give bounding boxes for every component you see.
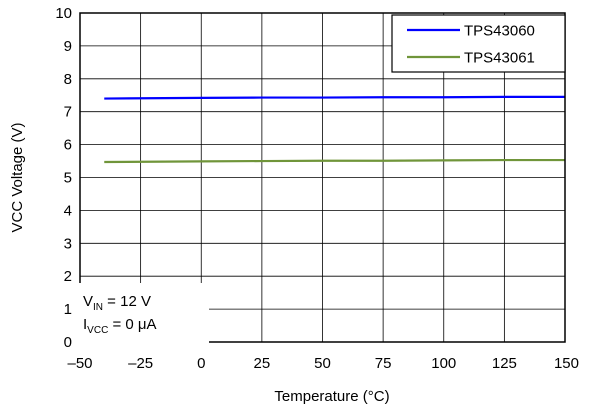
y-tick-label: 0 [64, 334, 72, 351]
legend-box [391, 14, 566, 73]
y-tick-label: 10 [55, 5, 72, 22]
y-tick-label: 8 [64, 71, 72, 88]
y-tick-label: 4 [64, 202, 72, 219]
x-tick-label: –25 [128, 355, 153, 372]
y-tick-label: 6 [64, 137, 72, 154]
annotation-ivcc-value: = 0 μA [108, 316, 156, 333]
x-tick-labels: –50 –25 0 25 50 75 100 125 150 [67, 355, 579, 372]
annotation-ivcc-symbol: I [83, 316, 87, 333]
x-tick-label: 25 [254, 355, 271, 372]
y-axis-label: VCC Voltage (V) [9, 122, 26, 232]
x-tick-label: 75 [375, 355, 392, 372]
legend-label-tps43061: TPS43061 [464, 50, 535, 67]
x-tick-label: 125 [492, 355, 517, 372]
annotation-line-ivcc: IVCC = 0 μA [83, 316, 157, 336]
annotation-vin-symbol: V [83, 293, 93, 310]
y-tick-label: 1 [64, 301, 72, 318]
x-tick-label: 150 [554, 355, 579, 372]
series-line-tps43060 [104, 95, 565, 100]
y-tick-label: 3 [64, 235, 72, 252]
conditions-annotation: VIN = 12 V IVCC = 0 μA [78, 283, 209, 344]
annotation-vin-value: = 12 V [103, 293, 151, 310]
annotation-ivcc-subscript: VCC [87, 325, 108, 336]
y-tick-label: 2 [64, 268, 72, 285]
x-tick-label: 0 [197, 355, 205, 372]
y-tick-label: 7 [64, 104, 72, 121]
y-tick-labels: 0 1 2 3 4 5 6 7 8 9 10 [55, 5, 72, 351]
annotation-vin-subscript: IN [93, 302, 103, 313]
x-tick-label: 50 [314, 355, 331, 372]
x-tick-label: –50 [67, 355, 92, 372]
series-line-tps43061 [104, 158, 565, 164]
x-tick-label: 100 [431, 355, 456, 372]
y-tick-label: 9 [64, 38, 72, 55]
series-layer [104, 95, 565, 164]
x-axis-label: Temperature (°C) [274, 388, 389, 405]
annotation-box [78, 283, 209, 344]
plot-frame [79, 12, 566, 343]
y-tick-label: 5 [64, 170, 72, 187]
annotation-line-vin: VIN = 12 V [83, 293, 151, 313]
legend-label-tps43060: TPS43060 [464, 23, 535, 40]
legend: TPS43060 TPS43061 [391, 14, 566, 73]
